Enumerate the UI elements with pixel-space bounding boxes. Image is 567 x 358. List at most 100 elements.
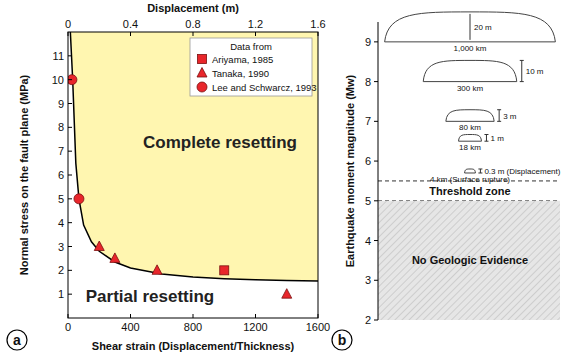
rupture-shape — [446, 110, 494, 122]
data-point — [220, 266, 229, 275]
rupture-shape — [385, 12, 556, 42]
x2-tick-label: 0.4 — [123, 18, 138, 30]
displacement-marker — [484, 141, 488, 142]
y-tick-label: 6 — [365, 155, 371, 167]
displacement-marker — [520, 81, 524, 82]
y-tick — [68, 246, 72, 247]
y-tick — [374, 161, 378, 162]
y-tick — [374, 280, 378, 281]
legend-entry: Lee and Schwarcz, 1993 — [212, 82, 317, 93]
x-tick — [68, 314, 69, 318]
y-tick — [68, 222, 72, 223]
data-point — [68, 75, 77, 85]
length-label: 18 km — [459, 143, 481, 152]
displacement-label: 3 m — [503, 112, 517, 121]
y-tick-label: 4 — [365, 235, 371, 247]
displacement-label: 0.3 m (Displacement) — [484, 167, 560, 176]
y-tick-label: 2 — [58, 264, 64, 276]
y-tick-label: 2 — [365, 314, 371, 326]
data-point — [110, 253, 120, 262]
x-tick-label: 1200 — [243, 321, 267, 333]
y-tick-label: 11 — [53, 50, 64, 62]
x2-tick — [255, 32, 256, 36]
x-tick-label: 1600 — [306, 321, 330, 333]
y-axis-line — [378, 22, 379, 320]
x-tick — [255, 314, 256, 318]
y-tick-label: 9 — [58, 98, 64, 110]
x-tick-label: 400 — [121, 321, 139, 333]
y-tick — [68, 127, 72, 128]
y-tick — [68, 198, 72, 199]
legend-marker — [197, 68, 207, 78]
x-tick — [193, 314, 194, 318]
y-tick — [68, 55, 72, 56]
y-tick — [374, 320, 378, 321]
y-tick — [374, 41, 378, 42]
length-label: 1,000 km — [454, 44, 487, 53]
y-tick — [68, 103, 72, 104]
length-label: 80 km — [459, 123, 481, 132]
zone-label: No Geologic Evidence — [412, 254, 528, 266]
y-tick-label: 8 — [365, 76, 371, 88]
y-tick-label: 4 — [58, 217, 64, 229]
y-tick — [68, 270, 72, 271]
rupture-shape — [423, 60, 517, 81]
data-point — [94, 241, 104, 251]
legend-marker — [197, 82, 207, 92]
x-tick-label: 800 — [184, 321, 202, 333]
length-label: 4 km (Surface rupture) — [430, 175, 510, 184]
x2-axis-title: Displacement (m) — [147, 2, 239, 14]
x2-tick — [130, 32, 131, 36]
legend-entry: Tanaka, 1990 — [212, 68, 269, 79]
y-tick — [68, 151, 72, 152]
region-label: Complete resetting — [143, 133, 297, 152]
y-tick-label: 5 — [365, 195, 371, 207]
plot-frame — [68, 32, 318, 318]
y-tick-label: 3 — [365, 274, 371, 286]
y-tick-label: 1 — [58, 288, 64, 300]
y-tick — [68, 175, 72, 176]
displacement-label: 1 m — [490, 134, 504, 143]
y-tick — [374, 81, 378, 82]
x2-tick — [193, 32, 194, 36]
y-tick — [68, 294, 72, 295]
displacement-marker — [480, 169, 481, 173]
panel-label: a — [13, 332, 21, 348]
y-tick-label: 9 — [365, 36, 371, 48]
displacement-marker — [478, 172, 482, 173]
panel-badge — [332, 330, 352, 350]
x2-tick-label: 0 — [65, 18, 71, 30]
y-axis-title: Earthquake moment magnitude (Mw) — [344, 74, 356, 267]
x-tick-label: 0 — [65, 321, 71, 333]
displacement-marker — [520, 60, 524, 61]
y-tick — [374, 121, 378, 122]
legend-marker — [198, 55, 207, 64]
y-tick-label: 7 — [365, 115, 371, 127]
y-tick-label: 7 — [58, 145, 64, 157]
displacement-marker — [470, 14, 471, 40]
panel-badge — [7, 330, 27, 350]
x2-tick-label: 0.8 — [185, 18, 200, 30]
x2-tick — [318, 32, 319, 36]
displacement-marker — [497, 121, 501, 122]
rupture-shape — [459, 135, 482, 142]
region-label: Partial resetting — [86, 287, 215, 306]
legend-title: Data from — [230, 41, 272, 52]
displacement-label: 10 m — [526, 67, 544, 76]
panel-label: b — [338, 332, 347, 348]
y-tick-label: 6 — [58, 169, 64, 181]
figure: 04008001200160000.40.81.21.6123456789101… — [0, 0, 567, 358]
x-axis-title: Shear strain (Displacement/Thickness) — [92, 340, 295, 352]
displacement-marker — [521, 60, 522, 81]
displacement-marker — [497, 109, 501, 110]
y-tick-label: 5 — [58, 193, 64, 205]
x2-tick — [68, 32, 69, 36]
displacement-marker — [486, 135, 487, 142]
y-tick — [374, 200, 378, 201]
y-tick-label: 8 — [58, 121, 64, 133]
y-tick — [374, 240, 378, 241]
plot-area — [68, 32, 318, 298]
y-tick-label: 3 — [58, 241, 64, 253]
y-tick — [68, 79, 72, 80]
length-label: 300 km — [457, 84, 484, 93]
